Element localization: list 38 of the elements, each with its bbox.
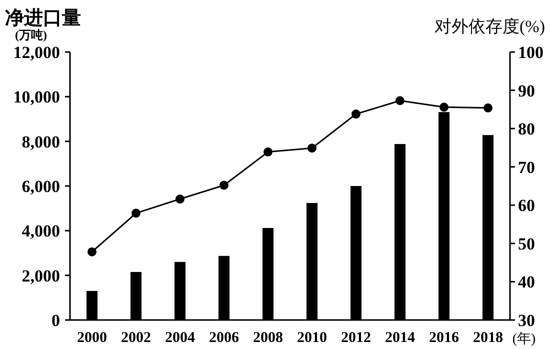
y2-tick-label: 80 xyxy=(518,120,535,139)
y-tick-label: 10,000 xyxy=(13,88,60,107)
x-tick-label: 2006 xyxy=(209,330,240,346)
x-tick-label: 2014 xyxy=(385,330,416,346)
x-tick-label: 2008 xyxy=(253,330,283,346)
y2-axis-title: 对外依存度(%) xyxy=(434,17,545,36)
point xyxy=(396,96,404,106)
y2-tick-label: 40 xyxy=(518,272,535,292)
y2-tick-label: 100 xyxy=(518,43,544,62)
x-tick-label: 2016 xyxy=(429,330,460,346)
point xyxy=(264,147,272,156)
y-tick-label: 2,000 xyxy=(22,266,60,286)
y-tick-label: 6,000 xyxy=(22,177,60,196)
point xyxy=(308,144,316,153)
x-tick-label: 2018 xyxy=(473,330,503,346)
y2-tick-label: 60 xyxy=(518,196,535,216)
point xyxy=(88,247,96,256)
point xyxy=(484,103,492,112)
y-tick-label: 8,000 xyxy=(22,132,60,152)
point xyxy=(132,208,140,218)
y2-tick-label: 70 xyxy=(518,158,535,177)
y-tick-label: 12,000 xyxy=(13,43,60,62)
point xyxy=(176,194,184,204)
y2-tick-label: 30 xyxy=(518,311,535,330)
y-axis-title: 净进口量 (万吨) xyxy=(5,7,81,42)
x-tick-label: 2000 xyxy=(77,330,107,346)
point xyxy=(220,180,228,190)
x-tick-label: 2010 xyxy=(297,330,327,346)
x-tick-label: 2004 xyxy=(165,330,196,346)
point xyxy=(440,102,448,112)
y-tick-label: 0 xyxy=(52,311,60,330)
x-tick-label: 2002 xyxy=(121,330,151,346)
point xyxy=(352,110,360,119)
y-tick-label: 4,000 xyxy=(22,222,60,241)
y2-tick-label: 50 xyxy=(518,234,535,254)
x-tick-label: 2012 xyxy=(341,330,371,346)
x-axis-title: (年) xyxy=(512,331,536,347)
y2-tick-label: 90 xyxy=(518,81,535,100)
